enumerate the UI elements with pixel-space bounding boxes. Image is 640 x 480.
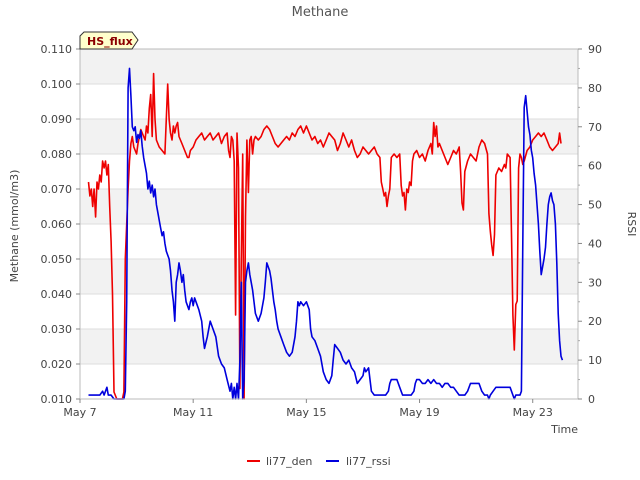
- y-right-axis-title: RSSI: [625, 212, 638, 237]
- plot-band: [80, 84, 578, 119]
- y-left-tick-label: 0.110: [41, 43, 73, 56]
- y-left-axis-ticks: 0.010 0.020 0.030 0.040 0.050 0.060 0.070 0.080…: [41, 43, 80, 406]
- x-tick-label: May 11: [173, 406, 213, 419]
- plot-band: [80, 119, 578, 154]
- y-left-tick-label: 0.100: [41, 78, 73, 91]
- legend: li77_den li77_rssi: [247, 455, 391, 468]
- x-tick-label: May 7: [63, 406, 96, 419]
- chart-title: Methane: [292, 5, 349, 20]
- y-right-tick-label: 10: [588, 354, 602, 367]
- series-line-li77-den: [87, 72, 562, 400]
- plot-band: [80, 259, 578, 294]
- x-tick-label: May 23: [513, 406, 553, 419]
- plot-band: [80, 49, 578, 84]
- y-left-tick-label: 0.020: [41, 358, 73, 371]
- y-right-tick-label: 30: [588, 276, 602, 289]
- x-axis-ticks: May 7 May 11 May 15 May 19 May 23: [63, 399, 553, 419]
- plot-band: [80, 224, 578, 259]
- y-left-tick-label: 0.090: [41, 113, 73, 126]
- series-line-li77-rssi: [88, 67, 564, 400]
- y-left-tick-label: 0.050: [41, 253, 73, 266]
- y-right-tick-label: 20: [588, 315, 602, 328]
- series-layer: [87, 67, 564, 400]
- y-right-axis-ticks: 0 10 20 30 40 50 60 70 80 90: [578, 43, 602, 406]
- legend-label-li77-rssi: li77_rssi: [346, 455, 391, 468]
- y-right-tick-label: 90: [588, 43, 602, 56]
- badge-shape: [79, 31, 139, 50]
- legend-label-li77-den: li77_den: [266, 455, 312, 468]
- plot-band: [80, 154, 578, 189]
- y-right-tick-label: 0: [588, 393, 595, 406]
- badge-label: HS_flux: [87, 35, 133, 48]
- badge: HS_flux: [79, 31, 139, 50]
- y-left-tick-label: 0.080: [41, 148, 73, 161]
- plot-band: [80, 329, 578, 364]
- y-left-tick-label: 0.060: [41, 218, 73, 231]
- y-right-tick-label: 70: [588, 121, 602, 134]
- y-left-tick-label: 0.030: [41, 323, 73, 336]
- x-tick-label: May 19: [399, 406, 439, 419]
- y-left-tick-label: 0.070: [41, 183, 73, 196]
- y-right-tick-label: 60: [588, 160, 602, 173]
- x-axis-title: Time: [550, 423, 578, 436]
- x-tick-label: May 15: [286, 406, 326, 419]
- y-right-tick-label: 40: [588, 237, 602, 250]
- y-left-axis-title: Methane (mmol/m3): [8, 170, 21, 283]
- y-left-tick-label: 0.010: [41, 393, 73, 406]
- plot-band: [80, 294, 578, 329]
- y-right-tick-label: 50: [588, 199, 602, 212]
- y-left-tick-label: 0.040: [41, 288, 73, 301]
- y-right-tick-label: 80: [588, 82, 602, 95]
